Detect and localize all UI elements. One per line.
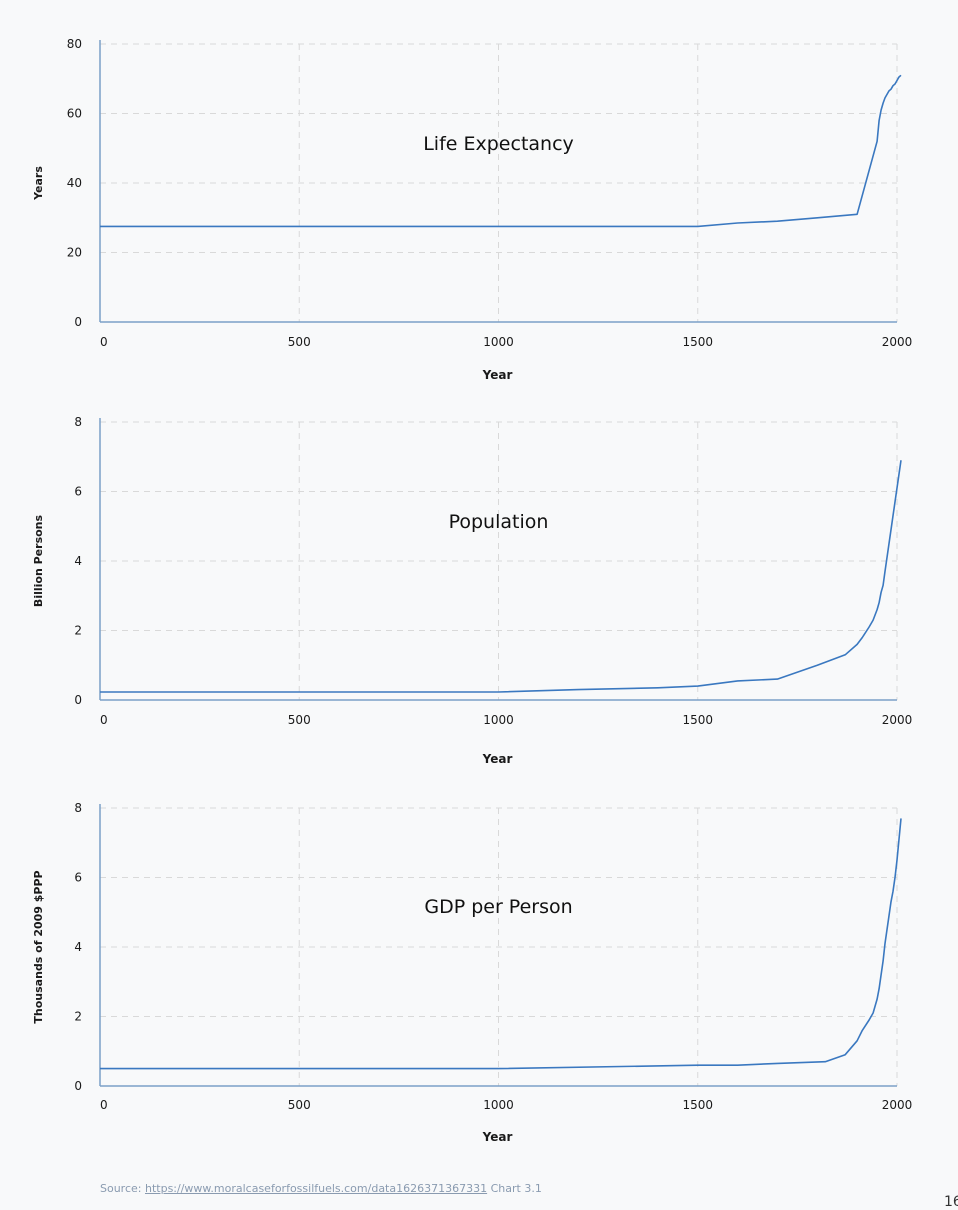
x-tick-label: 1000 (483, 1098, 514, 1112)
page-number: 16 (944, 1194, 958, 1210)
x-axis-label: Year (482, 1130, 513, 1144)
y-tick-label: 6 (74, 485, 82, 499)
chart-life-expectancy: 0 20 40 60 80 0 500 1000 1500 2000 Year Years Life E… (32, 37, 912, 382)
y-tick-label: 60 (67, 107, 82, 121)
x-axis-label: Year (482, 368, 513, 382)
x-tick-label: 500 (288, 713, 311, 727)
y-tick-label: 8 (74, 415, 82, 429)
x-tick-label: 1000 (483, 335, 514, 349)
x-tick-label: 1000 (483, 713, 514, 727)
series-line (100, 818, 902, 1070)
x-tick-label: 0 (100, 713, 108, 727)
x-tick-label: 1500 (682, 335, 713, 349)
chart-title: GDP per Person (424, 896, 572, 918)
y-tick-label: 0 (74, 693, 82, 707)
y-tick-label: 2 (74, 1010, 82, 1024)
source-prefix: Source: (100, 1182, 145, 1195)
y-axis-label: Billion Persons (32, 514, 45, 607)
y-tick-label: 0 (74, 315, 82, 329)
y-tick-label: 20 (67, 246, 82, 260)
source-note: Source: https://www.moralcaseforfossilfu… (100, 1182, 542, 1195)
x-tick-label: 2000 (882, 1098, 913, 1112)
y-tick-label: 40 (67, 176, 82, 190)
chart-population: 0 2 4 6 8 0 500 1000 1500 2000 Year Billion Persons… (32, 415, 912, 766)
y-tick-label: 80 (67, 37, 82, 51)
y-tick-label: 4 (74, 554, 82, 568)
x-tick-label: 2000 (882, 335, 913, 349)
y-tick-label: 6 (74, 871, 82, 885)
x-tick-label: 0 (100, 1098, 108, 1112)
y-tick-label: 2 (74, 624, 82, 638)
source-suffix: Chart 3.1 (487, 1182, 542, 1195)
y-tick-label: 0 (74, 1079, 82, 1093)
x-tick-label: 2000 (882, 713, 913, 727)
x-tick-label: 0 (100, 335, 108, 349)
x-tick-label: 1500 (682, 713, 713, 727)
y-tick-label: 8 (74, 801, 82, 815)
x-tick-label: 500 (288, 1098, 311, 1112)
chart-gdp-per-person: 0 2 4 6 8 0 500 1000 1500 2000 Year Thousands of 20… (32, 801, 912, 1144)
y-axis-label: Years (32, 166, 45, 201)
x-tick-label: 500 (288, 335, 311, 349)
x-axis-label: Year (482, 752, 513, 766)
chart-title: Population (449, 511, 549, 533)
series-line (100, 460, 902, 693)
y-tick-label: 4 (74, 940, 82, 954)
chart-title: Life Expectancy (423, 133, 574, 155)
y-axis-label: Thousands of 2009 $PPP (32, 870, 45, 1023)
x-tick-label: 1500 (682, 1098, 713, 1112)
series-line (100, 74, 902, 228)
source-link[interactable]: https://www.moralcaseforfossilfuels.com/… (144, 1182, 488, 1195)
